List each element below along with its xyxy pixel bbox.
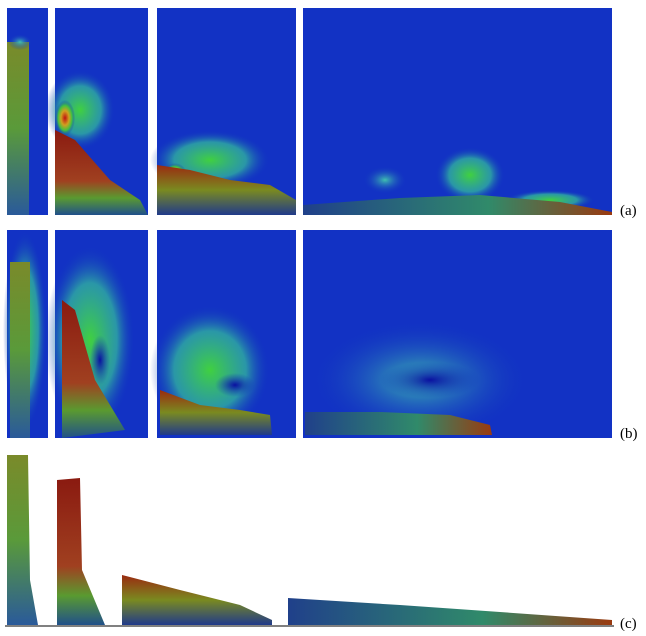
field (435, 147, 505, 203)
particles (160, 390, 272, 435)
field (90, 335, 110, 385)
row-c: (c) (5, 455, 637, 632)
panel-label: (a) (620, 203, 637, 219)
row-b: (b) (3, 230, 638, 442)
particles (122, 575, 272, 625)
particles (57, 478, 105, 625)
particles (303, 195, 612, 215)
particles (157, 165, 296, 215)
field (215, 373, 255, 397)
row-a: (a) (7, 8, 637, 219)
particles (62, 300, 125, 438)
particles (10, 262, 30, 438)
field (363, 166, 407, 194)
particles (7, 42, 29, 215)
panel-label: (b) (620, 426, 638, 442)
particles (305, 412, 492, 435)
field (380, 362, 480, 398)
panel-label: (c) (620, 616, 637, 631)
particles (55, 130, 148, 215)
particles (288, 598, 612, 625)
field (55, 100, 75, 136)
particles (7, 455, 38, 625)
field (8, 34, 32, 50)
